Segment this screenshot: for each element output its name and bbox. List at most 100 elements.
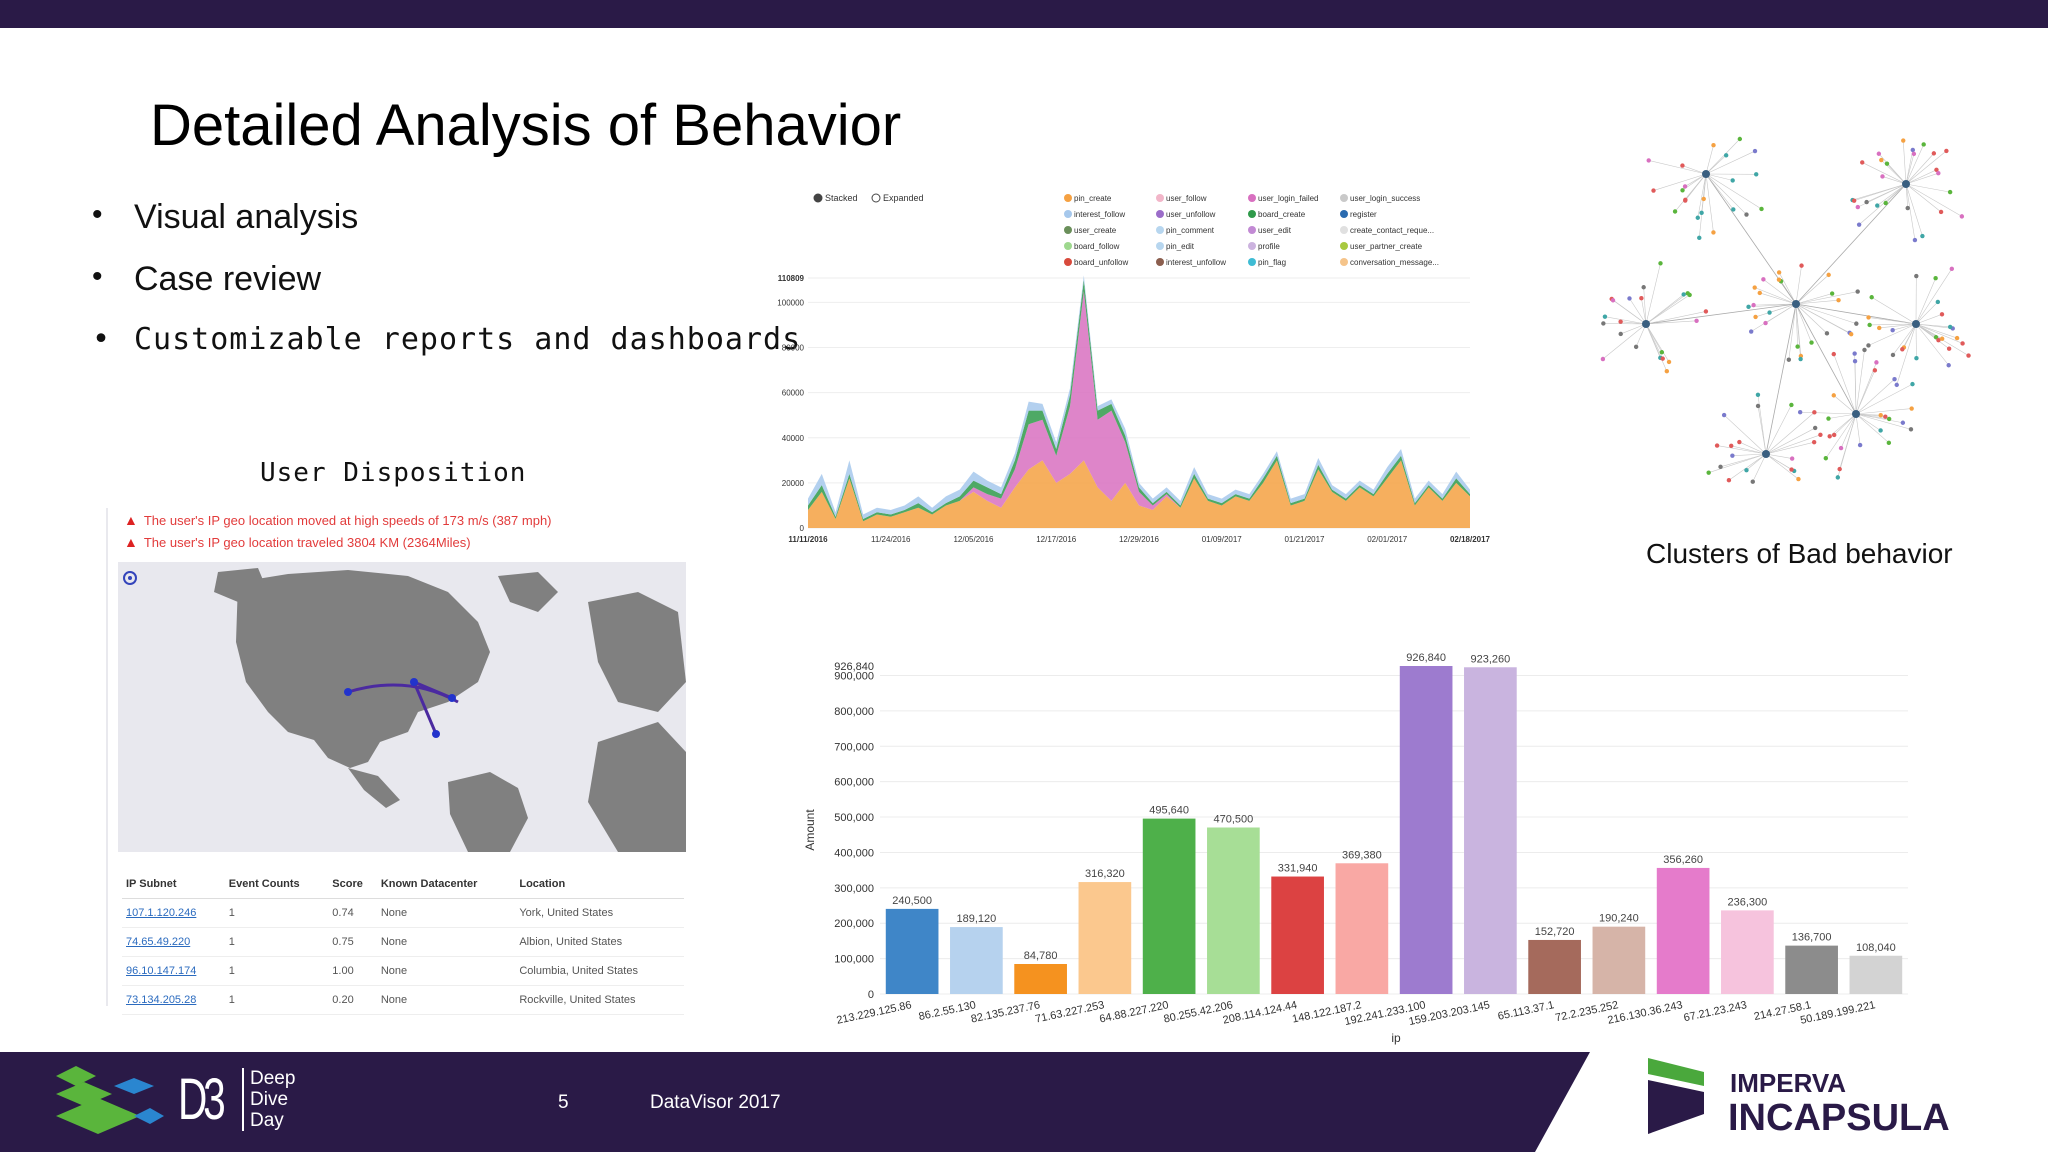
cluster-node[interactable]	[1944, 148, 1949, 154]
cluster-node[interactable]	[1660, 356, 1665, 361]
cluster-node[interactable]	[1681, 292, 1686, 297]
cluster-node[interactable]	[1680, 188, 1685, 193]
legend-swatch[interactable]	[1248, 210, 1256, 218]
mode-radio[interactable]	[813, 193, 823, 203]
cluster-hub-node[interactable]	[1902, 180, 1910, 188]
cluster-node[interactable]	[1826, 272, 1831, 278]
cluster-node[interactable]	[1914, 356, 1919, 361]
cluster-node[interactable]	[1831, 393, 1836, 398]
cluster-node[interactable]	[1936, 171, 1941, 176]
cluster-node[interactable]	[1920, 233, 1925, 239]
cluster-node[interactable]	[1680, 163, 1685, 168]
location-marker[interactable]	[410, 678, 418, 686]
cluster-node[interactable]	[1744, 467, 1749, 473]
cluster-node[interactable]	[1933, 335, 1939, 340]
legend-swatch[interactable]	[1064, 194, 1072, 202]
cluster-node[interactable]	[1761, 277, 1766, 282]
cluster-node[interactable]	[1949, 266, 1955, 272]
cluster-node[interactable]	[1910, 381, 1915, 387]
cluster-node[interactable]	[1874, 360, 1879, 365]
bar-8[interactable]	[1399, 666, 1453, 994]
cluster-node[interactable]	[1855, 289, 1860, 294]
cluster-node[interactable]	[1711, 230, 1716, 235]
cluster-node[interactable]	[1831, 432, 1837, 438]
cluster-node[interactable]	[1939, 336, 1945, 341]
cluster-node[interactable]	[1864, 199, 1869, 205]
cluster-node[interactable]	[1789, 467, 1794, 472]
bar-1[interactable]	[950, 927, 1003, 994]
bar-3[interactable]	[1078, 882, 1132, 994]
cluster-node[interactable]	[1856, 222, 1862, 227]
cluster-node[interactable]	[1600, 356, 1606, 362]
cluster-node[interactable]	[1731, 207, 1736, 212]
cluster-node[interactable]	[1796, 476, 1801, 482]
bar-9[interactable]	[1464, 667, 1517, 994]
cluster-node[interactable]	[1852, 351, 1857, 356]
cluster-node[interactable]	[1737, 439, 1742, 445]
cluster-node[interactable]	[1795, 344, 1800, 349]
cluster-node[interactable]	[1737, 136, 1743, 142]
cluster-node[interactable]	[1883, 414, 1888, 419]
bar-5[interactable]	[1207, 827, 1260, 994]
legend-swatch[interactable]	[1156, 258, 1164, 266]
location-marker[interactable]	[432, 730, 440, 738]
cluster-node[interactable]	[1851, 198, 1857, 203]
cluster-node[interactable]	[1748, 329, 1754, 334]
cluster-node[interactable]	[1939, 312, 1945, 317]
cluster-node[interactable]	[1610, 298, 1616, 303]
cluster-node[interactable]	[1633, 344, 1639, 350]
legend-swatch[interactable]	[1156, 226, 1164, 234]
cluster-node[interactable]	[1789, 402, 1794, 408]
legend-swatch[interactable]	[1248, 194, 1256, 202]
bar-15[interactable]	[1849, 955, 1903, 994]
legend-swatch[interactable]	[1064, 242, 1072, 250]
cluster-node[interactable]	[1755, 392, 1761, 398]
legend-swatch[interactable]	[1340, 210, 1348, 218]
cluster-node[interactable]	[1947, 189, 1953, 195]
cluster-node[interactable]	[1824, 331, 1830, 336]
cluster-node[interactable]	[1855, 204, 1861, 210]
cluster-node[interactable]	[1672, 209, 1678, 214]
cluster-hub-node[interactable]	[1912, 320, 1920, 328]
cluster-node[interactable]	[1798, 356, 1803, 362]
cluster-node[interactable]	[1878, 413, 1883, 418]
cluster-node[interactable]	[1877, 325, 1882, 331]
cluster-node[interactable]	[1936, 338, 1941, 343]
cluster-node[interactable]	[1886, 416, 1892, 422]
cluster-node[interactable]	[1721, 412, 1727, 418]
cluster-node[interactable]	[1706, 470, 1711, 475]
cluster-node[interactable]	[1729, 443, 1734, 449]
cluster-node[interactable]	[1878, 428, 1883, 433]
cluster-node[interactable]	[1812, 410, 1817, 415]
cluster-node[interactable]	[1755, 403, 1761, 409]
cluster-node[interactable]	[1682, 184, 1688, 189]
legend-swatch[interactable]	[1340, 226, 1348, 234]
cluster-hub-node[interactable]	[1642, 320, 1650, 328]
cluster-node[interactable]	[1723, 153, 1729, 158]
cluster-node[interactable]	[1935, 299, 1941, 305]
legend-swatch[interactable]	[1248, 242, 1256, 250]
cluster-hub-node[interactable]	[1762, 450, 1770, 458]
cluster-node[interactable]	[1799, 263, 1804, 268]
cluster-node[interactable]	[1959, 214, 1965, 219]
cluster-node[interactable]	[1752, 285, 1757, 290]
cluster-node[interactable]	[1914, 273, 1919, 279]
cluster-node[interactable]	[1921, 142, 1926, 147]
cluster-node[interactable]	[1695, 215, 1700, 220]
legend-swatch[interactable]	[1064, 258, 1072, 266]
cluster-node[interactable]	[1789, 456, 1795, 461]
cluster-node[interactable]	[1746, 304, 1751, 310]
legend-swatch[interactable]	[1340, 258, 1348, 266]
ip-link[interactable]: 96.10.147.174	[122, 956, 225, 986]
cluster-node[interactable]	[1701, 196, 1706, 202]
cluster-node[interactable]	[1880, 174, 1885, 179]
cluster-node[interactable]	[1823, 456, 1829, 461]
cluster-node[interactable]	[1757, 290, 1762, 296]
cluster-node[interactable]	[1601, 321, 1606, 326]
cluster-node[interactable]	[1786, 357, 1792, 362]
bar-11[interactable]	[1592, 926, 1646, 994]
cluster-node[interactable]	[1911, 151, 1917, 157]
cluster-node[interactable]	[1946, 363, 1951, 368]
cluster-node[interactable]	[1938, 209, 1944, 215]
cluster-node[interactable]	[1876, 151, 1882, 156]
